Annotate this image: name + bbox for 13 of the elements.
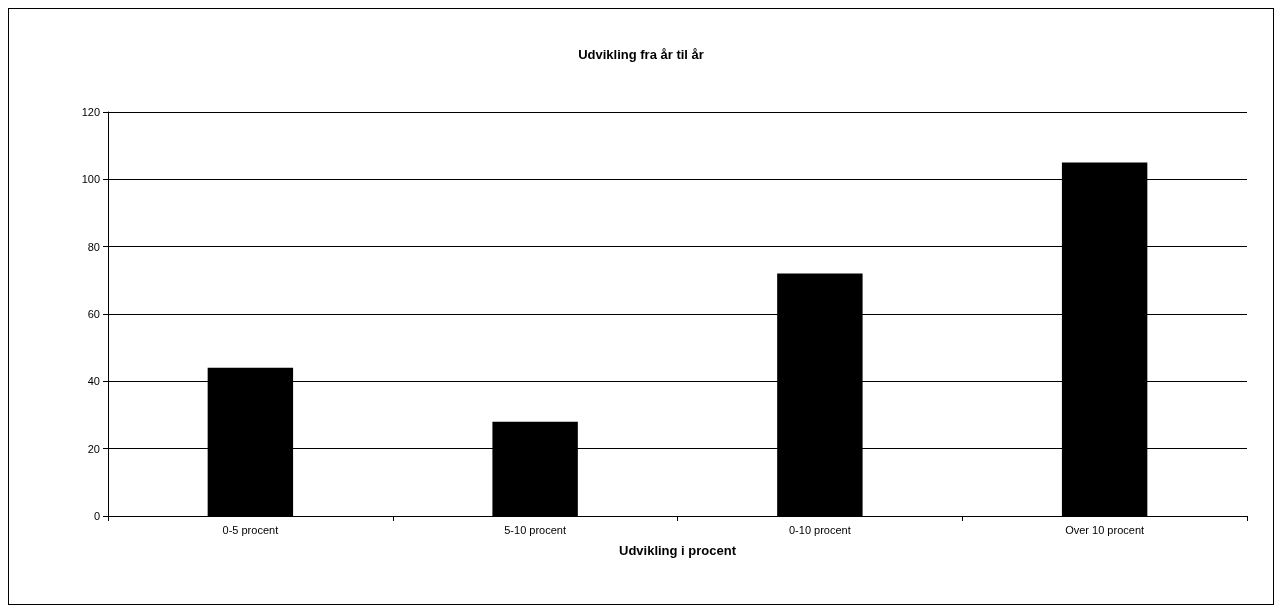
y-tick-label: 60 xyxy=(87,308,100,320)
y-tick-label: 40 xyxy=(87,375,100,388)
x-axis-title: Udvikling i procent xyxy=(618,543,737,558)
chart-title: Udvikling fra år til år xyxy=(578,47,704,62)
x-tick-label: 0-10 procent xyxy=(788,523,851,536)
x-tick-label: 0-5 procent xyxy=(222,523,279,536)
x-tick-label: Over 10 procent xyxy=(1065,523,1145,536)
y-tick-label: 20 xyxy=(87,442,100,455)
y-tick-label: 0 xyxy=(93,510,100,522)
y-tick-label: 80 xyxy=(87,240,100,253)
y-tick-label: 100 xyxy=(81,173,100,186)
y-tick-label: 120 xyxy=(81,106,100,118)
x-tick-label: 5-10 procent xyxy=(504,523,567,536)
